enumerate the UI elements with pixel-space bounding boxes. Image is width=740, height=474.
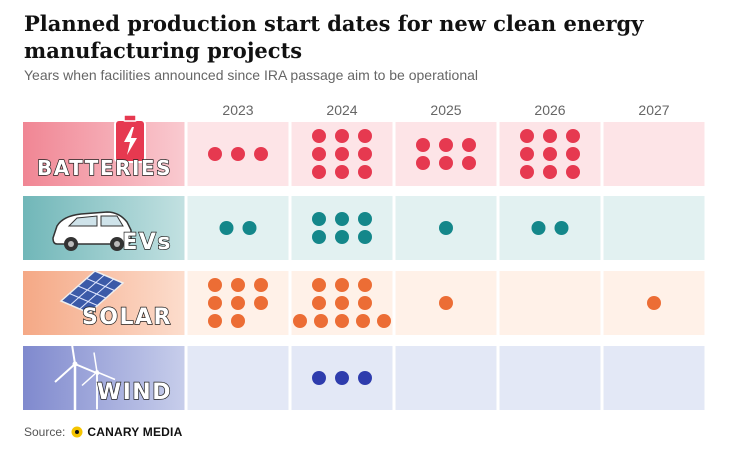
dot-solar-2024 bbox=[314, 314, 328, 328]
dot-batteries-2024 bbox=[358, 147, 372, 161]
dot-batteries-2024 bbox=[312, 147, 326, 161]
chart-title: Planned production start dates for new c… bbox=[24, 11, 644, 63]
dot-wind-2024 bbox=[358, 371, 372, 385]
dot-batteries-2024 bbox=[358, 165, 372, 179]
dot-batteries-2026 bbox=[566, 165, 580, 179]
dot-solar-2025 bbox=[439, 296, 453, 310]
row-label-panel-wind bbox=[23, 346, 186, 410]
dot-batteries-2023 bbox=[254, 147, 268, 161]
dot-evs-2024 bbox=[312, 212, 326, 226]
dot-solar-2024 bbox=[356, 314, 370, 328]
dot-batteries-2026 bbox=[520, 147, 534, 161]
dot-batteries-2023 bbox=[208, 147, 222, 161]
battery-icon bbox=[114, 114, 146, 163]
dot-batteries-2024 bbox=[312, 129, 326, 143]
year-label-2023: 2023 bbox=[222, 102, 253, 118]
row-label-panel-batteries bbox=[23, 122, 186, 186]
dot-solar-2027 bbox=[647, 296, 661, 310]
dot-solar-2024 bbox=[312, 296, 326, 310]
row-label-batteries: BATTERIES bbox=[37, 156, 172, 180]
dot-solar-2024 bbox=[335, 278, 349, 292]
dot-batteries-2026 bbox=[543, 165, 557, 179]
dot-evs-2024 bbox=[312, 230, 326, 244]
dot-solar-2024 bbox=[358, 296, 372, 310]
row-label-wind: WIND bbox=[97, 380, 172, 405]
dot-solar-2023 bbox=[231, 314, 245, 328]
dot-solar-2023 bbox=[254, 296, 268, 310]
dot-evs-2026 bbox=[554, 221, 569, 235]
dot-evs-2024 bbox=[335, 212, 349, 226]
dot-solar-2024 bbox=[335, 314, 349, 328]
row-label-solar: SOLAR bbox=[82, 305, 172, 330]
dot-batteries-2026 bbox=[566, 129, 580, 143]
dot-evs-2025 bbox=[439, 221, 453, 235]
dot-solar-2023 bbox=[208, 278, 222, 292]
dot-batteries-2025 bbox=[462, 156, 476, 170]
dot-batteries-2024 bbox=[312, 165, 326, 179]
dot-evs-2024 bbox=[358, 212, 372, 226]
dot-evs-2023 bbox=[219, 221, 234, 235]
dot-batteries-2024 bbox=[335, 129, 349, 143]
dot-batteries-2026 bbox=[520, 165, 534, 179]
dot-batteries-2025 bbox=[439, 156, 453, 170]
dot-batteries-2026 bbox=[543, 147, 557, 161]
dot-wind-2024 bbox=[335, 371, 349, 385]
dot-batteries-2025 bbox=[416, 156, 430, 170]
dot-solar-2024 bbox=[377, 314, 391, 328]
source-line: Source: CANARY MEDIA bbox=[24, 425, 182, 439]
dot-evs-2023 bbox=[242, 221, 257, 235]
dot-batteries-2023 bbox=[231, 147, 245, 161]
dot-solar-2023 bbox=[254, 278, 268, 292]
dot-evs-2024 bbox=[335, 230, 349, 244]
canary-logo-icon bbox=[71, 426, 83, 438]
dot-wind-2024 bbox=[312, 371, 326, 385]
dot-evs-2026 bbox=[531, 221, 546, 235]
dot-evs-2024 bbox=[358, 230, 372, 244]
year-label-2024: 2024 bbox=[326, 102, 357, 118]
dot-solar-2024 bbox=[312, 278, 326, 292]
dot-batteries-2025 bbox=[416, 138, 430, 152]
year-label-2027: 2027 bbox=[638, 102, 669, 118]
dot-solar-2023 bbox=[208, 296, 222, 310]
source-label: Source: bbox=[24, 425, 66, 439]
dot-batteries-2025 bbox=[439, 138, 453, 152]
dot-batteries-2024 bbox=[358, 129, 372, 143]
dot-solar-2023 bbox=[231, 278, 245, 292]
dot-solar-2024 bbox=[293, 314, 307, 328]
year-label-2025: 2025 bbox=[430, 102, 461, 118]
dot-batteries-2024 bbox=[335, 165, 349, 179]
canary-media-logo: CANARY MEDIA bbox=[71, 425, 182, 439]
dot-solar-2024 bbox=[335, 296, 349, 310]
car-icon bbox=[52, 211, 132, 251]
dot-batteries-2026 bbox=[566, 147, 580, 161]
dot-batteries-2026 bbox=[520, 129, 534, 143]
solar-panel-icon bbox=[59, 270, 125, 323]
row-label-evs: EVs bbox=[122, 230, 172, 255]
dot-batteries-2026 bbox=[543, 129, 557, 143]
dot-batteries-2025 bbox=[462, 138, 476, 152]
dot-solar-2024 bbox=[358, 278, 372, 292]
dot-batteries-2024 bbox=[335, 147, 349, 161]
dot-solar-2023 bbox=[208, 314, 222, 328]
source-brand: CANARY MEDIA bbox=[87, 425, 183, 439]
year-label-2026: 2026 bbox=[534, 102, 565, 118]
chart-subtitle: Years when facilities announced since IR… bbox=[24, 67, 478, 83]
wind-turbine-icon bbox=[54, 337, 116, 414]
dot-solar-2023 bbox=[231, 296, 245, 310]
